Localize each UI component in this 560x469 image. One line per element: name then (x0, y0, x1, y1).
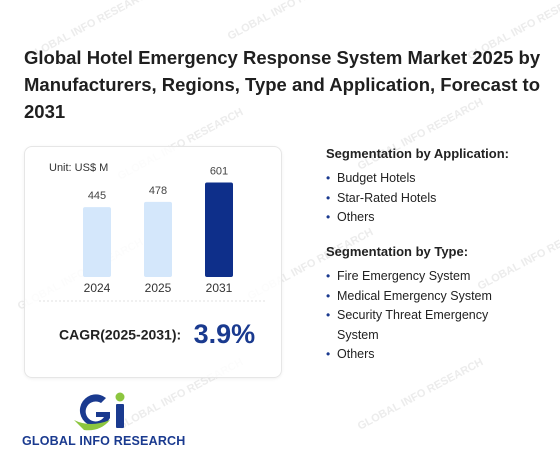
segmentation-type: Segmentation by Type: Fire Emergency Sys… (326, 244, 516, 365)
type-item: Others (326, 345, 516, 365)
logo-text: GLOBAL INFO RESEARCH (22, 434, 186, 448)
segmentation-application: Segmentation by Application: Budget Hote… (326, 146, 541, 228)
type-item: Security Threat Emergency System (326, 306, 516, 345)
x-tick-2031: 2031 (206, 281, 233, 295)
logo-mark-icon (74, 392, 125, 431)
page-title: Global Hotel Emergency Response System M… (24, 47, 541, 122)
watermark-text: GLOBAL INFO RESEARCH (356, 356, 486, 433)
type-item: Medical Emergency System (326, 287, 516, 307)
bar-2024 (83, 207, 111, 277)
chart-card: Unit: US$ M 445 2024 478 2025 601 2031 CAGR(2… (24, 146, 282, 378)
x-tick-2024: 2024 (84, 281, 111, 295)
company-logo: GLOBAL INFO RESEARCH (20, 390, 220, 460)
bar-2025 (144, 201, 172, 277)
cagr-row: CAGR(2025-2031): 3.9% (59, 319, 255, 350)
x-tick-2025: 2025 (145, 281, 172, 295)
type-item: Fire Emergency System (326, 267, 516, 287)
segmentation-application-heading: Segmentation by Application: (326, 146, 509, 161)
application-item: Star-Rated Hotels (326, 189, 541, 209)
segmentation-type-heading: Segmentation by Type: (326, 244, 469, 259)
application-item: Others (326, 208, 541, 228)
unit-label: Unit: US$ M (49, 162, 109, 174)
cagr-value: 3.9% (193, 319, 256, 349)
data-label-2025: 478 (149, 185, 167, 197)
bar-2031 (205, 182, 233, 277)
data-label-2031: 601 (210, 166, 228, 178)
application-item: Budget Hotels (326, 169, 541, 189)
bar-chart: 445 2024 478 2025 601 2031 (39, 166, 267, 302)
cagr-label: CAGR(2025-2031): (59, 326, 182, 343)
watermark-text: GLOBAL INFO RESEARCH (226, 0, 356, 43)
data-label-2024: 445 (88, 190, 106, 202)
